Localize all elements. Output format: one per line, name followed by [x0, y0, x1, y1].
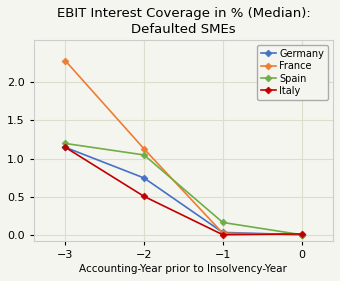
France	[221, 232, 225, 235]
France	[300, 233, 304, 236]
Title: EBIT Interest Coverage in % (Median):
Defaulted SMEs: EBIT Interest Coverage in % (Median): De…	[56, 7, 310, 36]
Spain	[142, 153, 146, 157]
France	[63, 59, 67, 62]
X-axis label: Accounting-Year prior to Insolvency-Year: Accounting-Year prior to Insolvency-Year	[80, 264, 287, 274]
Italy	[221, 233, 225, 236]
Spain	[300, 233, 304, 236]
Germany	[142, 176, 146, 180]
Legend: Germany, France, Spain, Italy: Germany, France, Spain, Italy	[257, 45, 328, 100]
Line: Italy: Italy	[63, 145, 304, 237]
Germany	[300, 233, 304, 236]
Germany	[63, 146, 67, 149]
Line: Spain: Spain	[63, 141, 304, 237]
Germany	[221, 231, 225, 234]
Italy	[300, 232, 304, 236]
Line: France: France	[63, 58, 304, 237]
Spain	[63, 142, 67, 145]
Italy	[63, 146, 67, 149]
Italy	[142, 195, 146, 198]
Spain	[221, 221, 225, 224]
France	[142, 147, 146, 151]
Line: Germany: Germany	[63, 145, 304, 237]
